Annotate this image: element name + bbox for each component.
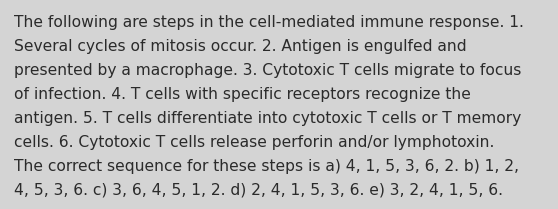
Text: of infection. 4. T cells with specific receptors recognize the: of infection. 4. T cells with specific r… [14, 87, 471, 102]
Text: cells. 6. Cytotoxic T cells release perforin and/or lymphotoxin.: cells. 6. Cytotoxic T cells release perf… [14, 135, 494, 150]
Text: presented by a macrophage. 3. Cytotoxic T cells migrate to focus: presented by a macrophage. 3. Cytotoxic … [14, 63, 521, 78]
Text: Several cycles of mitosis occur. 2. Antigen is engulfed and: Several cycles of mitosis occur. 2. Anti… [14, 39, 466, 54]
Text: The following are steps in the cell-mediated immune response. 1.: The following are steps in the cell-medi… [14, 15, 524, 30]
Text: antigen. 5. T cells differentiate into cytotoxic T cells or T memory: antigen. 5. T cells differentiate into c… [14, 111, 521, 126]
Text: The correct sequence for these steps is a) 4, 1, 5, 3, 6, 2. b) 1, 2,: The correct sequence for these steps is … [14, 159, 519, 174]
Text: 4, 5, 3, 6. c) 3, 6, 4, 5, 1, 2. d) 2, 4, 1, 5, 3, 6. e) 3, 2, 4, 1, 5, 6.: 4, 5, 3, 6. c) 3, 6, 4, 5, 1, 2. d) 2, 4… [14, 183, 503, 198]
